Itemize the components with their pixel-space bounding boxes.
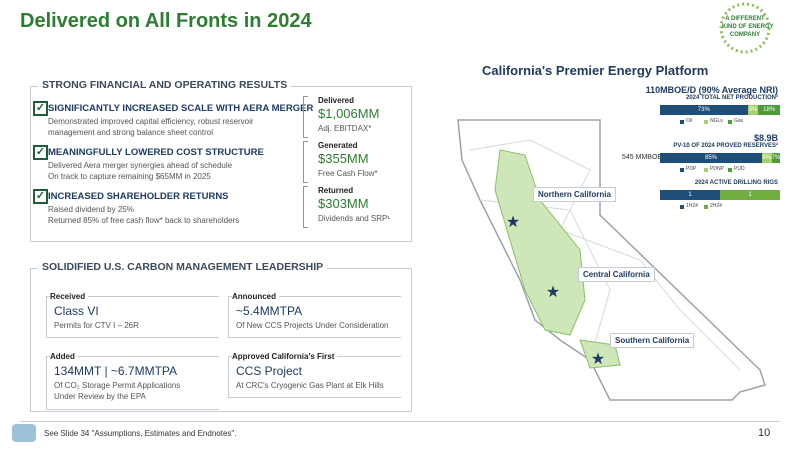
section-heading: STRONG FINANCIAL AND OPERATING RESULTS bbox=[38, 79, 292, 91]
metric-label: Generated bbox=[318, 141, 358, 150]
card-text: Under Review by the EPA bbox=[54, 392, 146, 401]
region-label: Northern California bbox=[533, 187, 616, 202]
legend-label: PDP bbox=[686, 166, 697, 172]
metric-note: Adj. EBITDAX* bbox=[318, 124, 372, 133]
chart-headline: $8.9B bbox=[753, 133, 778, 143]
metric-value: $1,006MM bbox=[318, 106, 380, 121]
svg-text:★: ★ bbox=[591, 351, 605, 368]
footer-rule bbox=[20, 421, 780, 422]
legend-swatch bbox=[680, 168, 684, 172]
section-heading: SOLIDIFIED U.S. CARBON MANAGEMENT LEADER… bbox=[38, 261, 328, 273]
bar-segment: 8% bbox=[762, 153, 772, 163]
legend-label: Gas bbox=[734, 118, 744, 124]
card-text: At CRC's Cryogenic Gas Plant at Elk Hill… bbox=[236, 381, 384, 390]
legend-label: Oil bbox=[686, 118, 693, 124]
bracket bbox=[303, 96, 308, 138]
logo-text: KIND OF ENERGY bbox=[722, 24, 774, 30]
item-title: INCREASED SHAREHOLDER RETURNS bbox=[48, 191, 229, 202]
bar-segment: 85% bbox=[660, 153, 762, 163]
item-text: Returned 85% of free cash flow* back to … bbox=[48, 216, 240, 225]
title: Delivered on All Fronts in 2024 bbox=[20, 10, 312, 32]
legend-label: 2H24 bbox=[710, 203, 722, 209]
region-label: Southern California bbox=[610, 333, 695, 348]
region-label: Central California bbox=[578, 267, 655, 282]
bar-segment: 7% bbox=[771, 153, 781, 163]
legend-swatch bbox=[704, 120, 708, 124]
logo-text: A DIFFERENT bbox=[725, 16, 765, 22]
legend-label: PUD bbox=[734, 166, 745, 172]
item-title: SIGNIFICANTLY INCREASED SCALE WITH AERA … bbox=[48, 103, 314, 114]
bracket bbox=[228, 296, 401, 338]
platform-title: California's Premier Energy Platform bbox=[482, 63, 709, 78]
legend-label: 1H24 bbox=[686, 203, 698, 209]
card-value: Class VI bbox=[54, 304, 99, 318]
card-label: Added bbox=[50, 352, 78, 361]
bar-segment: 1 bbox=[720, 190, 780, 200]
checkbox: ✓ bbox=[33, 101, 48, 116]
card-value: 134MMT | ~6.7MMTPA bbox=[54, 364, 178, 378]
card-label: Received bbox=[50, 292, 89, 301]
page-number: 10 bbox=[758, 427, 771, 439]
bar-segment: 73% bbox=[660, 105, 748, 115]
card-value: CCS Project bbox=[236, 364, 303, 378]
svg-text:★: ★ bbox=[546, 284, 560, 301]
card-label: Approved California's First bbox=[232, 352, 338, 361]
metric-value: $303MM bbox=[318, 196, 369, 211]
footer-note: See Slide 34 "Assumptions, Estimates and… bbox=[44, 429, 237, 438]
bracket bbox=[303, 186, 308, 228]
item-text: Demonstrated improved capital efficiency… bbox=[48, 117, 254, 126]
bar-segment: 1 bbox=[660, 190, 720, 200]
bar-segment: 18% bbox=[758, 105, 780, 115]
footer-icon bbox=[12, 424, 36, 442]
card-label: Announced bbox=[232, 292, 279, 301]
item-text: On track to capture remaining $65MM in 2… bbox=[48, 172, 211, 181]
bar-segment: 9% bbox=[747, 105, 759, 115]
item-text: Delivered Aera merger synergies ahead of… bbox=[48, 161, 233, 170]
card-text: Of New CCS Projects Under Consideration bbox=[236, 321, 389, 330]
card-text: Permits for CTV I – 26R bbox=[54, 321, 139, 330]
checkbox: ✓ bbox=[33, 189, 48, 204]
legend-swatch bbox=[704, 205, 708, 209]
checkbox: ✓ bbox=[33, 145, 48, 160]
legend-swatch bbox=[728, 168, 732, 172]
metric-label: Returned bbox=[318, 186, 354, 195]
metric-value: $355MM bbox=[318, 151, 369, 166]
metric-label: Delivered bbox=[318, 96, 355, 105]
legend-swatch bbox=[680, 205, 684, 209]
chart-caption: 2024 ACTIVE DRILLING RIGS bbox=[694, 180, 778, 186]
chart-side: 545 MMBOE bbox=[622, 154, 663, 161]
chart-caption: PV-10 OF 2024 PROVED RESERVES² bbox=[673, 143, 778, 149]
item-text: management and strong balance sheet cont… bbox=[48, 128, 213, 137]
chart-caption: 2024 TOTAL NET PRODUCTION³ bbox=[685, 95, 778, 101]
logo-text: COMPANY bbox=[729, 32, 761, 38]
metric-note: Free Cash Flow* bbox=[318, 169, 378, 178]
legend-swatch bbox=[728, 120, 732, 124]
svg-text:★: ★ bbox=[506, 214, 520, 231]
card-value: ~5.4MMTPA bbox=[236, 304, 303, 318]
item-text: Raised dividend by 25% bbox=[48, 205, 134, 214]
bracket bbox=[46, 296, 219, 338]
chart-headline: 110MBOE/D (90% Average NRI) bbox=[645, 85, 778, 95]
legend-label: PDNP bbox=[710, 166, 724, 172]
legend-swatch bbox=[680, 120, 684, 124]
legend-swatch bbox=[704, 168, 708, 172]
bracket bbox=[303, 141, 308, 183]
bracket bbox=[46, 356, 219, 410]
item-title: MEANINGFULLY LOWERED COST STRUCTURE bbox=[48, 147, 264, 158]
metric-note: Dividends and SRP¹ bbox=[318, 214, 391, 223]
logo bbox=[719, 2, 771, 54]
card-text: Of CO₂ Storage Permit Applications bbox=[54, 381, 181, 390]
legend-label: NGLs bbox=[710, 118, 723, 124]
